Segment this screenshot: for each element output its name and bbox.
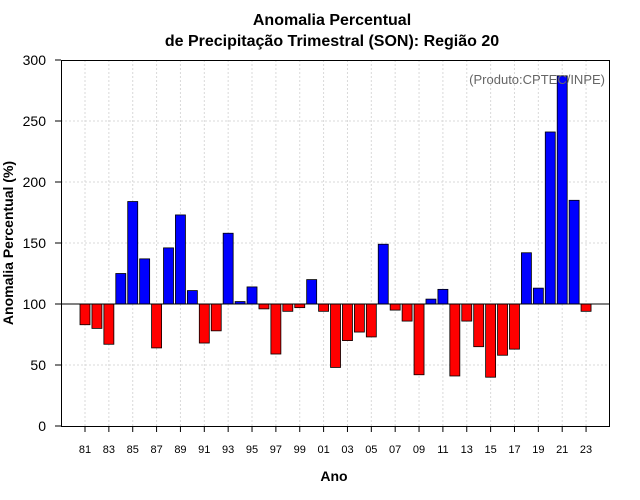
bar-03	[342, 303, 353, 341]
bar-16	[497, 303, 508, 356]
bar-01	[318, 303, 330, 312]
x-tick-label-05: 05	[365, 444, 377, 456]
bar-97	[270, 303, 282, 355]
y-tick-label-150: 150	[23, 235, 47, 251]
x-tick-label-17: 17	[508, 444, 520, 456]
bar-86	[139, 258, 151, 305]
bars	[79, 75, 592, 378]
x-tick-label-11: 11	[437, 444, 448, 456]
x-tick-label-01: 01	[317, 444, 329, 456]
chart-title-line-1: Anomalia Percentual	[253, 12, 411, 29]
y-axis: 0 50 100 150 200 250 300	[23, 52, 61, 434]
bar-99	[294, 303, 306, 309]
x-tick-label-99: 99	[294, 444, 306, 456]
y-tick-label-200: 200	[23, 174, 47, 190]
bar-87	[151, 303, 162, 349]
bar-06	[377, 243, 389, 305]
bar-89	[175, 214, 186, 305]
x-tick-label-23: 23	[580, 444, 592, 456]
bar-04	[353, 303, 365, 333]
bar-07	[389, 303, 401, 311]
bar-12	[449, 303, 461, 377]
y-tick-label-0: 0	[38, 418, 46, 434]
x-tick-label-95: 95	[246, 444, 258, 456]
x-tick-label-07: 07	[389, 444, 401, 456]
bar-15	[485, 303, 497, 378]
y-tick-label-50: 50	[30, 357, 46, 373]
x-tick-label-89: 89	[174, 444, 186, 456]
x-tick-label-85: 85	[127, 444, 139, 456]
bar-22	[568, 199, 580, 305]
bar-23	[580, 303, 592, 312]
bar-19	[532, 287, 544, 305]
x-axis-title: Ano	[320, 468, 347, 484]
bar-85	[127, 201, 139, 305]
y-tick-label-250: 250	[23, 113, 47, 129]
bar-13	[461, 303, 473, 322]
bar-88	[163, 247, 174, 305]
bar-93	[222, 232, 234, 305]
credit-annotation: (Produto:CPTEC/INPE)	[469, 72, 605, 87]
bar-05	[365, 303, 377, 338]
x-tick-label-19: 19	[532, 444, 544, 456]
x-tick-label-83: 83	[103, 444, 115, 456]
bar-18	[521, 252, 532, 305]
bar-00	[306, 279, 318, 305]
bar-90	[186, 290, 198, 305]
bar-20	[544, 131, 556, 305]
bar-91	[198, 303, 210, 344]
bar-84	[115, 273, 127, 305]
x-tick-label-87: 87	[150, 444, 162, 456]
bar-10	[425, 298, 437, 305]
y-tick-label-100: 100	[23, 296, 47, 312]
bar-96	[258, 303, 270, 310]
x-tick-label-13: 13	[461, 444, 473, 456]
x-tick-label-91: 91	[198, 444, 210, 456]
bar-81	[79, 303, 91, 326]
bar-17	[509, 303, 520, 350]
bar-98	[282, 303, 294, 312]
bar-14	[473, 303, 485, 348]
bar-82	[91, 303, 103, 329]
x-tick-label-21: 21	[556, 444, 568, 456]
x-tick-label-81: 81	[79, 444, 91, 456]
bar-83	[103, 303, 115, 345]
bar-95	[246, 286, 258, 305]
bar-09	[413, 303, 425, 376]
bar-02	[330, 303, 341, 368]
x-tick-label-93: 93	[222, 444, 234, 456]
bar-11	[437, 288, 449, 305]
x-tick-label-97: 97	[270, 444, 282, 456]
y-tick-label-300: 300	[23, 52, 47, 68]
grid-lines	[61, 60, 609, 426]
bar-08	[401, 303, 413, 322]
y-axis-title: Anomalia Percentual (%)	[0, 161, 16, 325]
chart-title-line-2: de Precipitação Trimestral (SON): Região…	[165, 33, 499, 50]
bar-21	[556, 75, 568, 305]
x-tick-label-09: 09	[413, 444, 425, 456]
x-axis: 81 83 85 87 89 91 93 95 97 99 01 03 05 07 09 11 13 15 17 19…	[79, 426, 592, 456]
x-tick-label-15: 15	[484, 444, 496, 456]
plot-frame	[61, 60, 610, 427]
bar-92	[210, 303, 222, 332]
x-tick-label-03: 03	[341, 444, 353, 456]
